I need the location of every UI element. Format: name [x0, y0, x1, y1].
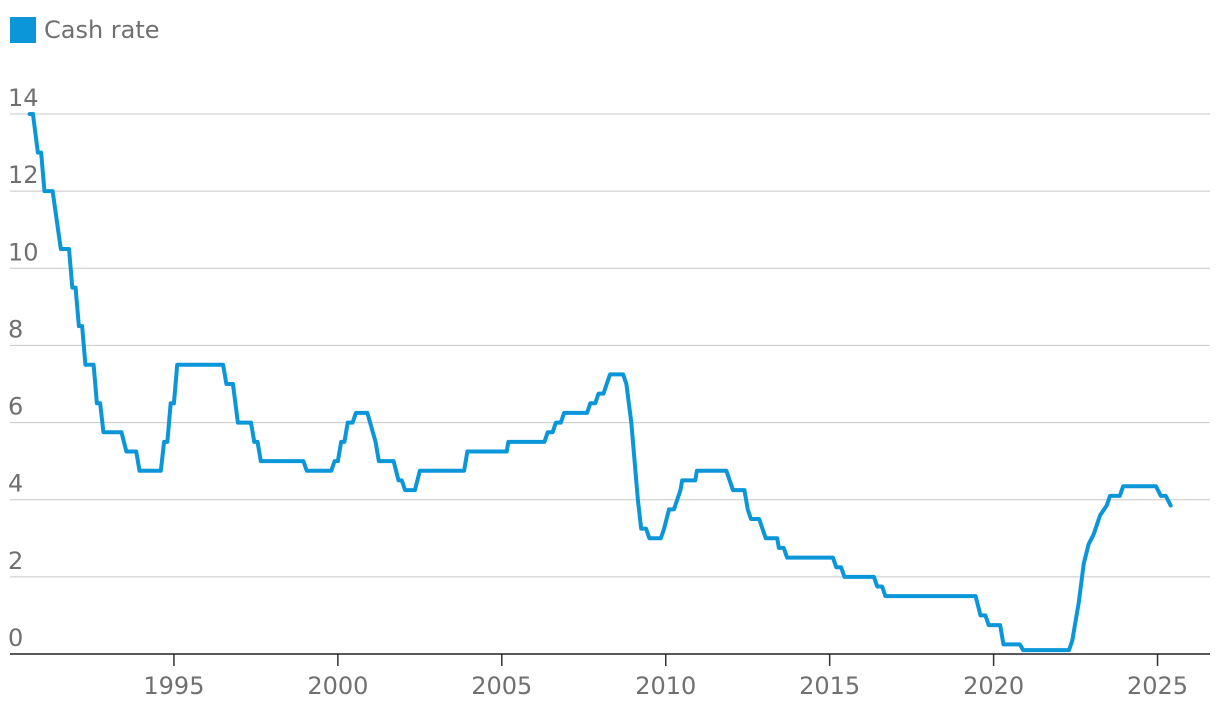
legend-swatch [10, 17, 36, 43]
y-tick-label: 2 [8, 547, 23, 575]
y-tick-label: 14 [8, 84, 39, 112]
y-tick-label: 6 [8, 393, 23, 421]
x-tick-label: 2025 [1127, 672, 1188, 700]
x-tick-label: 2000 [307, 672, 368, 700]
legend-label: Cash rate [44, 16, 160, 44]
legend: Cash rate [10, 16, 160, 44]
y-tick-label: 4 [8, 470, 23, 498]
x-tick-label: 2015 [799, 672, 860, 700]
gridlines [10, 113, 1210, 578]
x-tick-label: 2020 [963, 672, 1024, 700]
x-axis-tick-labels: 1995 2000 2005 2010 2015 2020 2025 [143, 654, 1188, 700]
y-tick-label: 10 [8, 238, 39, 266]
series-line-cash-rate [27, 112, 1173, 653]
x-tick-label: 2010 [635, 672, 696, 700]
y-tick-label: 8 [8, 315, 23, 343]
y-axis-tick-labels: 0 2 4 6 8 10 12 14 [8, 84, 39, 652]
series-group [27, 112, 1173, 653]
y-tick-label: 12 [8, 161, 39, 189]
x-tick-label: 2005 [471, 672, 532, 700]
y-tick-label: 0 [8, 624, 23, 652]
x-tick-label: 1995 [143, 672, 204, 700]
